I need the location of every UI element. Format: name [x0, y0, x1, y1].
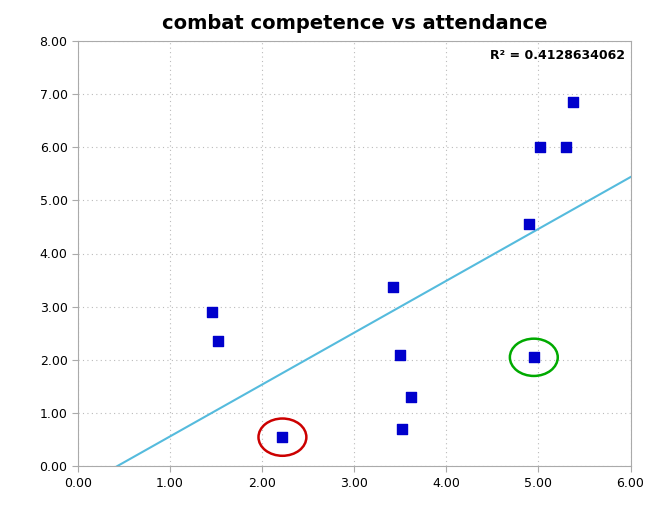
Point [277, 433, 287, 441]
Point [206, 308, 216, 316]
Title: combat competence vs attendance: combat competence vs attendance [161, 14, 547, 33]
Point [387, 282, 398, 291]
Point [535, 143, 545, 151]
Point [524, 220, 534, 228]
Point [397, 425, 408, 433]
Point [528, 353, 539, 361]
Text: R² = 0.4128634062: R² = 0.4128634062 [490, 49, 625, 62]
Point [213, 337, 223, 345]
Point [568, 98, 578, 106]
Point [406, 393, 417, 402]
Point [395, 351, 406, 359]
Point [561, 143, 571, 151]
